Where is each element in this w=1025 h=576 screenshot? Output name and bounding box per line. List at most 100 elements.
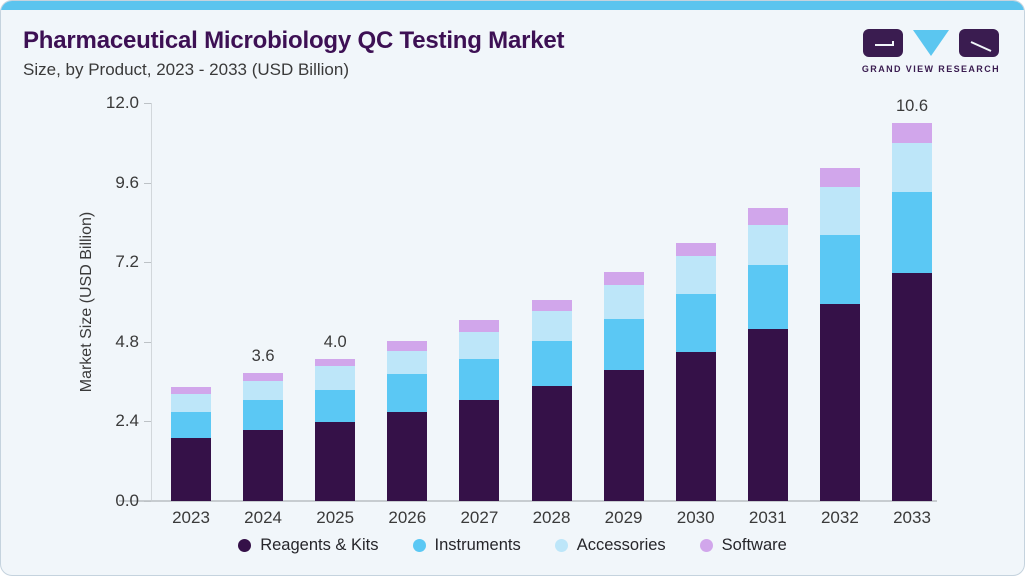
logo-marks [862, 29, 999, 57]
y-tick-mark [144, 182, 151, 184]
bar-segment-accessories [243, 380, 284, 400]
logo-triangle-icon [912, 30, 949, 56]
bar-segment-reagents-kits [459, 399, 500, 501]
bar-segment-accessories [459, 331, 500, 359]
legend-label: Software [721, 536, 787, 554]
bar-segment-reagents-kits [892, 272, 932, 501]
x-axis-line [119, 500, 937, 502]
logo-mark-r-icon [958, 29, 999, 57]
stacked-bar-2033 [892, 122, 932, 501]
x-axis-label: 2024 [244, 508, 282, 527]
x-axis-label: 2032 [820, 508, 859, 527]
legend-swatch [554, 539, 568, 552]
bar-segment-accessories [747, 225, 788, 265]
bar-segment-instruments [892, 191, 932, 273]
bar-segment-instruments [531, 341, 572, 386]
bar-segment-software [819, 168, 860, 187]
bar-segment-accessories [675, 255, 716, 294]
y-tick-mark [144, 341, 151, 343]
x-axis-label: 2025 [316, 508, 355, 527]
bar-segment-software [459, 320, 500, 332]
stacked-bar-2032 [819, 168, 860, 501]
bar-segment-software [603, 272, 644, 286]
legend-swatch [412, 539, 426, 552]
y-tick-mark [144, 262, 151, 264]
stacked-bar-2030 [675, 242, 716, 501]
y-tick-label: 4.8 [115, 331, 139, 351]
bar-segment-accessories [387, 351, 428, 375]
y-axis-line [151, 103, 152, 501]
stacked-bar-2028 [531, 300, 572, 501]
bar-segment-reagents-kits [747, 329, 788, 501]
bar-segment-reagents-kits [603, 369, 644, 501]
bar-segment-accessories [531, 310, 572, 342]
top-accent-bar [1, 1, 1024, 10]
bar-segment-instruments [459, 358, 500, 400]
bar-segment-accessories [603, 285, 644, 320]
bar-segment-reagents-kits [819, 303, 860, 501]
bar-segment-instruments [603, 319, 644, 370]
bar-segment-reagents-kits [243, 429, 284, 501]
x-axis-label: 2028 [532, 508, 571, 527]
bar-total-label: 3.6 [251, 346, 275, 365]
x-axis-label: 2023 [172, 508, 210, 527]
y-tick-mark [144, 103, 151, 104]
x-axis-label: 2029 [604, 508, 643, 527]
logo-mark-g-icon [862, 29, 903, 57]
bar-segment-accessories [171, 393, 211, 412]
y-axis-title: Market Size (USD Billion) [78, 211, 95, 393]
stacked-bar-2026 [387, 341, 428, 501]
bar-segment-software [675, 242, 716, 256]
grand-view-research-logo: GRAND VIEW RESEARCH [862, 29, 1000, 74]
bar-segment-software [531, 300, 572, 311]
bar-segment-accessories [892, 142, 932, 192]
bar-segment-instruments [387, 374, 428, 412]
bar-segment-instruments [171, 411, 211, 439]
bar-segment-software [171, 386, 211, 394]
bar-segment-software [747, 208, 788, 226]
x-axis-label: 2027 [460, 508, 499, 527]
bar-segment-software [387, 341, 428, 352]
stacked-bar-2023 [171, 386, 211, 501]
bar-segment-software [892, 122, 932, 143]
legend-swatch [699, 539, 713, 552]
bar-segment-instruments [819, 235, 860, 304]
y-tick-label: 2.4 [115, 411, 139, 431]
bar-total-label: 10.6 [895, 96, 929, 115]
bar-segment-reagents-kits [171, 438, 211, 501]
stacked-bar-2031 [747, 208, 788, 501]
y-tick-label: 9.6 [115, 172, 139, 192]
y-tick-label: 7.2 [115, 252, 139, 272]
legend-item: Accessories [554, 536, 666, 555]
legend-item: Software [699, 536, 787, 555]
bar-segment-reagents-kits [531, 385, 572, 501]
bar-segment-reagents-kits [387, 411, 428, 501]
x-axis-label: 2030 [676, 508, 715, 527]
bar-segment-instruments [675, 293, 716, 352]
x-axis-label: 2033 [893, 508, 931, 527]
bar-segment-reagents-kits [675, 351, 716, 501]
legend-label: Reagents & Kits [260, 536, 379, 554]
y-tick-mark [144, 501, 151, 502]
legend-item: Instruments [412, 536, 521, 555]
chart-legend: Reagents & Kits Instruments Accessories Sof… [1, 536, 1024, 555]
bar-segment-instruments [243, 399, 284, 430]
y-tick-mark [144, 421, 151, 423]
bar-segment-reagents-kits [315, 421, 356, 501]
bar-segment-accessories [819, 186, 860, 236]
bar-segment-instruments [315, 389, 356, 422]
legend-item: Reagents & Kits [238, 536, 379, 555]
legend-label: Instruments [434, 536, 521, 554]
x-axis-label: 2031 [748, 508, 787, 527]
page-title: Pharmaceutical Microbiology QC Testing M… [23, 27, 565, 54]
bar-segment-instruments [747, 264, 788, 330]
bar-total-label: 4.0 [323, 332, 347, 351]
legend-label: Accessories [576, 536, 666, 554]
bar-segment-accessories [315, 366, 356, 390]
stacked-bar-2025 [315, 358, 356, 501]
stacked-bar-2029 [603, 272, 644, 501]
x-axis-label: 2026 [388, 508, 427, 527]
stacked-bar-2027 [459, 320, 500, 501]
stacked-bar-2024 [243, 372, 284, 501]
